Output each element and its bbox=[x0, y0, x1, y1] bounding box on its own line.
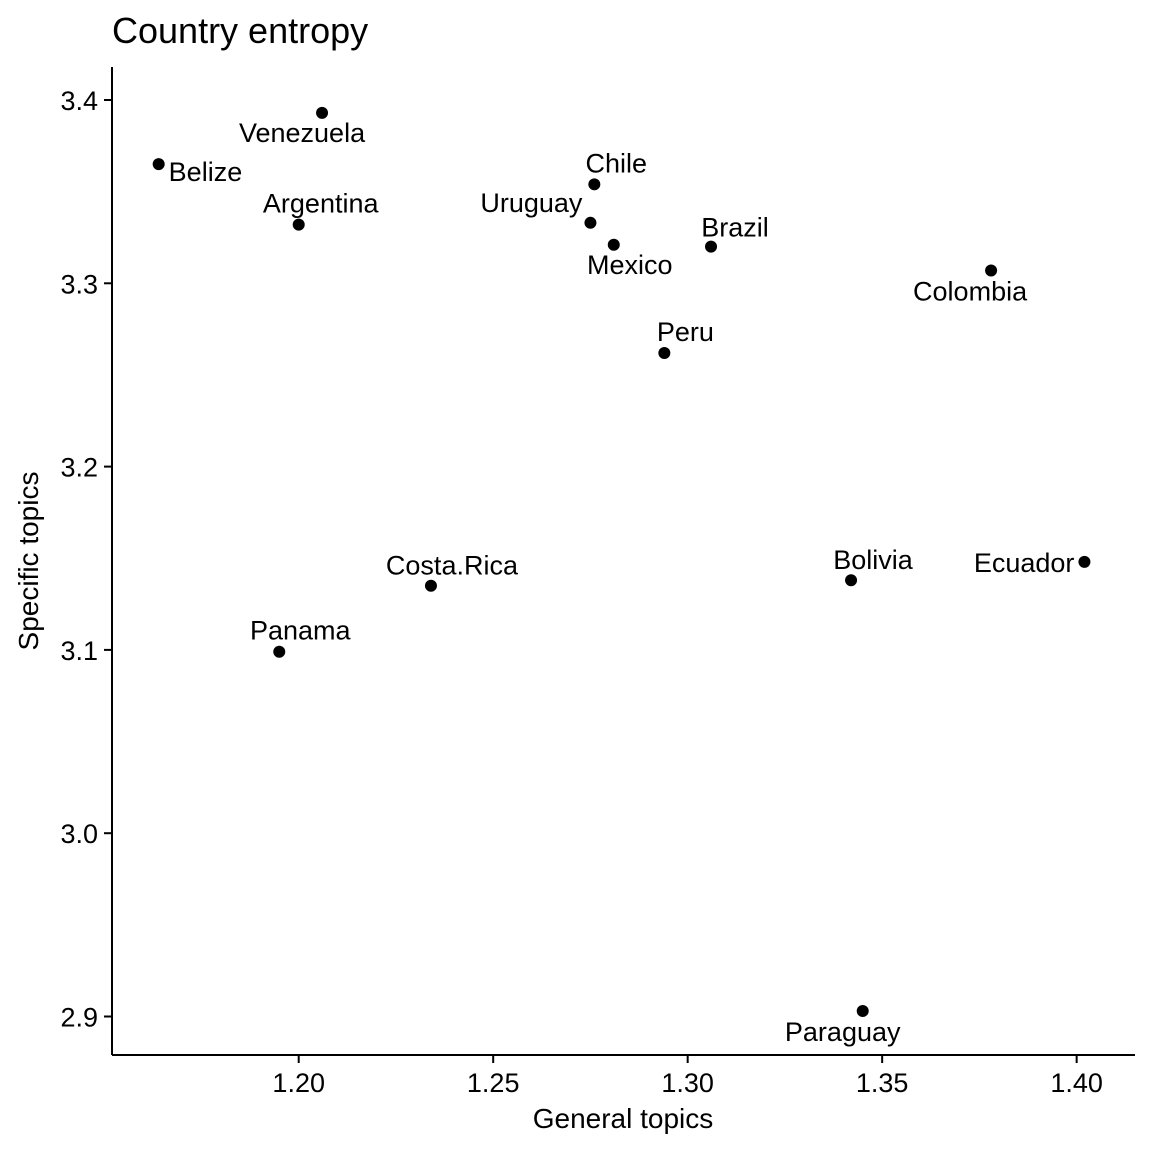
point-label: Panama bbox=[250, 616, 352, 646]
chart-title: Country entropy bbox=[112, 10, 368, 51]
data-point bbox=[658, 346, 671, 359]
y-tick-label: 3.1 bbox=[60, 636, 98, 666]
point-label: Belize bbox=[169, 157, 243, 187]
point-label: Mexico bbox=[587, 250, 673, 280]
point-label: Venezuela bbox=[239, 118, 366, 148]
y-tick-label: 3.2 bbox=[60, 453, 98, 483]
y-tick-label: 3.0 bbox=[60, 819, 98, 849]
x-tick-label: 1.30 bbox=[661, 1068, 714, 1098]
data-point bbox=[845, 574, 858, 587]
point-label: Costa.Rica bbox=[386, 551, 519, 581]
data-point bbox=[985, 264, 998, 277]
data-point bbox=[424, 579, 437, 592]
data-point bbox=[588, 178, 601, 191]
data-point bbox=[292, 218, 305, 231]
point-label: Paraguay bbox=[785, 1017, 901, 1047]
point-label: Colombia bbox=[913, 276, 1028, 306]
data-point bbox=[607, 238, 620, 251]
point-label: Chile bbox=[586, 148, 648, 178]
y-tick-label: 3.4 bbox=[60, 86, 98, 116]
x-tick-label: 1.40 bbox=[1050, 1068, 1103, 1098]
point-label: Bolivia bbox=[833, 545, 914, 575]
point-label: Brazil bbox=[701, 213, 769, 243]
y-axis-ticks: 2.9 3.0 3.1 3.2 3.3 3.4 bbox=[60, 86, 112, 1033]
x-axis-ticks: 1.20 1.25 1.30 1.35 1.40 bbox=[272, 1055, 1103, 1098]
y-axis-title: Specific topics bbox=[13, 472, 44, 651]
x-tick-label: 1.25 bbox=[467, 1068, 520, 1098]
y-tick-label: 3.3 bbox=[60, 269, 98, 299]
x-tick-label: 1.35 bbox=[856, 1068, 909, 1098]
data-point bbox=[584, 216, 597, 229]
data-point bbox=[1078, 555, 1091, 568]
data-point bbox=[856, 1005, 869, 1018]
data-point bbox=[152, 158, 165, 171]
point-label: Uruguay bbox=[480, 188, 583, 218]
y-tick-label: 2.9 bbox=[60, 1003, 98, 1033]
point-label: Ecuador bbox=[974, 548, 1075, 578]
x-tick-label: 1.20 bbox=[272, 1068, 325, 1098]
data-point bbox=[273, 645, 286, 658]
point-label: Peru bbox=[657, 317, 714, 347]
x-axis-title: General topics bbox=[533, 1103, 714, 1134]
data-point bbox=[705, 240, 718, 253]
data-point bbox=[316, 106, 329, 119]
point-label: Argentina bbox=[263, 189, 380, 219]
